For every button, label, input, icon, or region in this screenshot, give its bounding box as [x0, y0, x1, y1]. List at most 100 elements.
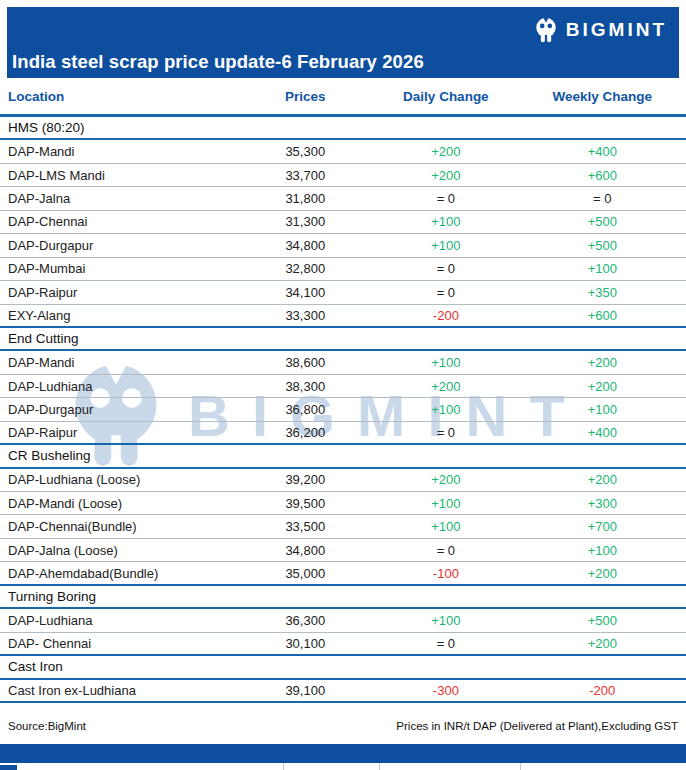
location-cell: DAP-Raipur	[0, 285, 254, 300]
price-cell: 34,100	[254, 285, 357, 300]
section-name: HMS (80:20)	[0, 120, 254, 135]
table-row: DAP-Jalna31,800= 0= 0	[0, 187, 686, 210]
weekly-change-cell: +200	[535, 355, 669, 370]
table-row: DAP-Mandi38,600+100+200	[0, 351, 686, 374]
price-cell: 34,800	[254, 238, 357, 253]
table-row: DAP-Mandi35,300+200+400	[0, 140, 686, 163]
table-row: DAP-Durgapur36,800+100+100	[0, 398, 686, 421]
daily-change-cell: = 0	[357, 425, 535, 440]
column-header-daily-change: Daily Change	[357, 89, 535, 104]
weekly-change-cell: +400	[535, 144, 669, 159]
price-cell: 33,300	[254, 308, 357, 323]
weekly-change-cell: +200	[535, 636, 669, 651]
daily-change-cell: -300	[357, 683, 535, 698]
weekly-change-cell: +100	[535, 543, 669, 558]
price-cell: 39,200	[254, 472, 357, 487]
brand-name: BIGMINT	[566, 19, 667, 41]
price-cell: 36,300	[254, 613, 357, 628]
weekly-change-cell: +200	[535, 472, 669, 487]
price-cell: 30,100	[254, 636, 357, 651]
price-cell: 34,800	[254, 543, 357, 558]
weekly-change-cell: +200	[535, 379, 669, 394]
table-row: DAP- Chennai30,100= 0+200	[0, 633, 686, 656]
divider-line	[520, 763, 521, 770]
table-row: DAP-Durgapur34,800+100+500	[0, 234, 686, 257]
weekly-change-cell: +600	[535, 308, 669, 323]
daily-change-cell: +200	[357, 168, 535, 183]
section-header-row: End Cutting	[0, 328, 686, 351]
location-cell: DAP-Ludhiana	[0, 613, 254, 628]
weekly-change-cell: +100	[535, 261, 669, 276]
price-update-page: BIGMINT India steel scrap price update-6…	[0, 0, 686, 770]
location-cell: DAP-Ahemdabad(Bundle)	[0, 566, 254, 581]
price-cell: 32,800	[254, 261, 357, 276]
weekly-change-cell: +400	[535, 425, 669, 440]
brand-logo: BIGMINT	[533, 17, 667, 43]
price-cell: 33,500	[254, 519, 357, 534]
location-cell: DAP-Jalna (Loose)	[0, 543, 254, 558]
location-cell: DAP-Raipur	[0, 425, 254, 440]
daily-change-cell: +200	[357, 144, 535, 159]
section-header-row: HMS (80:20)	[0, 117, 686, 140]
weekly-change-cell: +500	[535, 613, 669, 628]
section-name: CR Busheling	[0, 448, 254, 463]
daily-change-cell: = 0	[357, 261, 535, 276]
weekly-change-cell: +600	[535, 168, 669, 183]
bottom-blue-bar	[0, 744, 686, 763]
table-row: DAP-Ludhiana38,300+200+200	[0, 375, 686, 398]
price-cell: 35,000	[254, 566, 357, 581]
daily-change-cell: = 0	[357, 543, 535, 558]
price-cell: 31,300	[254, 214, 357, 229]
daily-change-cell: +100	[357, 402, 535, 417]
location-cell: DAP-Mumbai	[0, 261, 254, 276]
price-table: Location Prices Daily Change Weekly Chan…	[0, 78, 686, 703]
column-header-weekly-change: Weekly Change	[535, 89, 669, 104]
table-row: DAP-Raipur34,100= 0+350	[0, 281, 686, 304]
section-name: End Cutting	[0, 331, 254, 346]
daily-change-cell: +100	[357, 519, 535, 534]
footer: Source:BigMint Prices in INR/t DAP (Deli…	[8, 720, 678, 732]
price-cell: 36,200	[254, 425, 357, 440]
source-label: Source:BigMint	[8, 720, 86, 732]
table-header-row: Location Prices Daily Change Weekly Chan…	[0, 78, 686, 117]
table-row: DAP-LMS Mandi33,700+200+600	[0, 164, 686, 187]
cropped-blue-fragment	[0, 765, 17, 770]
location-cell: DAP-Mandi	[0, 144, 254, 159]
location-cell: Cast Iron ex-Ludhiana	[0, 683, 254, 698]
daily-change-cell: +100	[357, 238, 535, 253]
column-header-prices: Prices	[254, 89, 357, 104]
daily-change-cell: +100	[357, 355, 535, 370]
table-row: Cast Iron ex-Ludhiana39,100-300-200	[0, 680, 686, 703]
location-cell: DAP-Mandi	[0, 355, 254, 370]
table-row: DAP-Chennai31,300+100+500	[0, 211, 686, 234]
price-unit-note: Prices in INR/t DAP (Delivered at Plant)…	[396, 720, 678, 732]
location-cell: DAP-Ludhiana (Loose)	[0, 472, 254, 487]
price-cell: 33,700	[254, 168, 357, 183]
table-body: HMS (80:20)DAP-Mandi35,300+200+400DAP-LM…	[0, 117, 686, 703]
weekly-change-cell: +100	[535, 402, 669, 417]
daily-change-cell: = 0	[357, 191, 535, 206]
table-row: DAP-Raipur36,200= 0+400	[0, 422, 686, 445]
section-header-row: Turning Boring	[0, 586, 686, 609]
price-cell: 38,600	[254, 355, 357, 370]
table-row: DAP-Ludhiana (Loose)39,200+200+200	[0, 469, 686, 492]
price-cell: 39,100	[254, 683, 357, 698]
price-cell: 39,500	[254, 496, 357, 511]
weekly-change-cell: -200	[535, 683, 669, 698]
section-name: Turning Boring	[0, 589, 254, 604]
section-header-row: CR Busheling	[0, 445, 686, 468]
location-cell: DAP-LMS Mandi	[0, 168, 254, 183]
location-cell: DAP-Mandi (Loose)	[0, 496, 254, 511]
table-row: DAP-Mumbai32,800= 0+100	[0, 258, 686, 281]
location-cell: DAP-Durgapur	[0, 402, 254, 417]
header-banner: BIGMINT India steel scrap price update-6…	[7, 7, 679, 78]
section-name: Cast Iron	[0, 659, 254, 674]
location-cell: DAP-Durgapur	[0, 238, 254, 253]
daily-change-cell: -100	[357, 566, 535, 581]
column-header-location: Location	[0, 89, 254, 104]
weekly-change-cell: +350	[535, 285, 669, 300]
location-cell: DAP-Ludhiana	[0, 379, 254, 394]
table-row: DAP-Ahemdabad(Bundle)35,000-100+200	[0, 562, 686, 585]
price-cell: 36,800	[254, 402, 357, 417]
location-cell: DAP- Chennai	[0, 636, 254, 651]
